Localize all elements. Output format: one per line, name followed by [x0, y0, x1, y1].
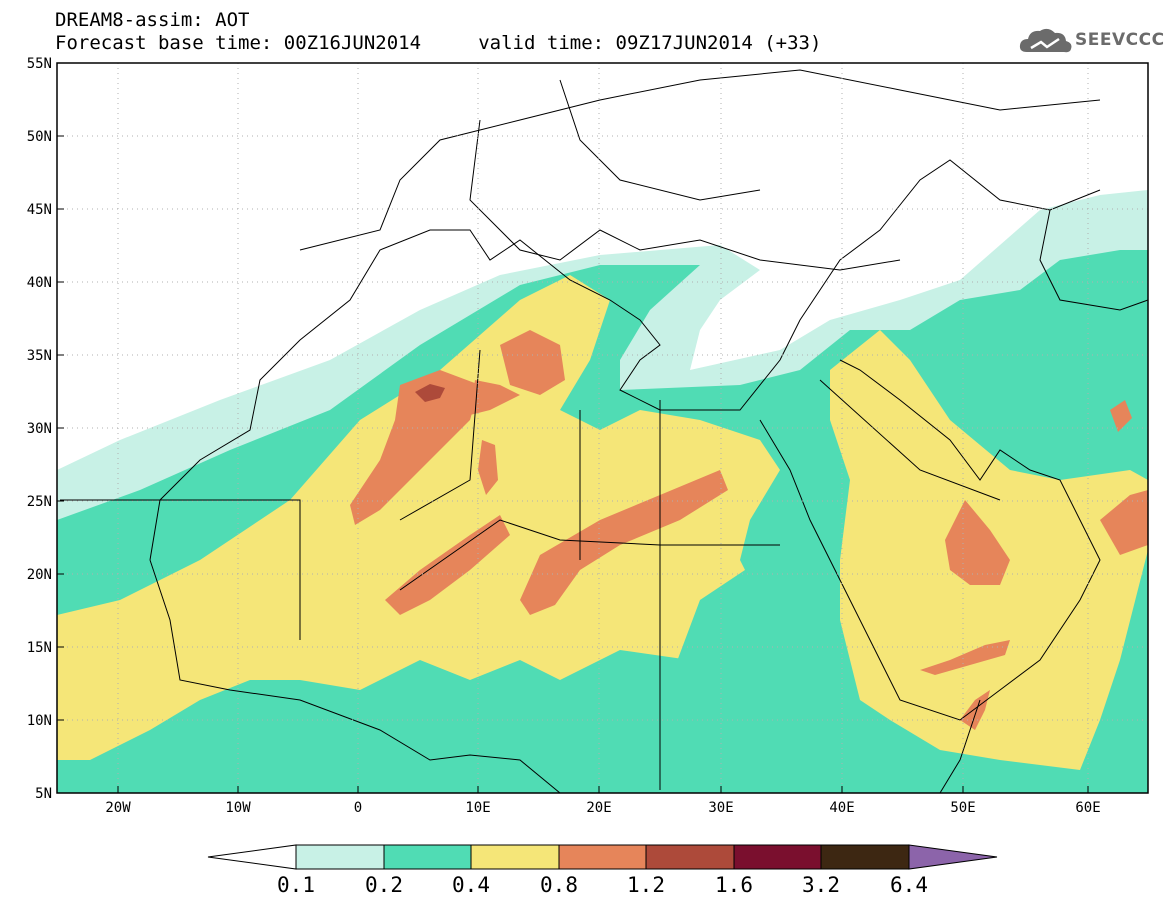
colorbar-level: 0.2: [365, 873, 403, 897]
lon-label: 20E: [586, 800, 611, 816]
lat-label: 55N: [27, 56, 52, 72]
lat-label: 20N: [27, 567, 52, 583]
lat-label: 50N: [27, 129, 52, 145]
cloud-logo-icon: [1019, 28, 1072, 53]
colorbar-labels: 0.1 0.2 0.4 0.8 1.2 1.6 3.2 6.4: [277, 873, 928, 897]
colorbar-under-triangle: [207, 844, 297, 870]
axis-ticks: [57, 62, 1089, 794]
colorbar-level: 1.6: [715, 873, 753, 897]
lat-label: 5N: [35, 786, 52, 802]
colorbar: [207, 844, 998, 870]
colorbar-over-triangle: [908, 844, 998, 870]
coastlines: [60, 69, 1148, 793]
lon-label: 40E: [829, 800, 854, 816]
lon-label: 20W: [105, 800, 131, 816]
lat-label: 15N: [27, 640, 52, 656]
seevccc-logo-text: SEEVCCC: [1075, 30, 1165, 50]
aot-shading: [57, 63, 1148, 793]
colorbar-swatch: [470, 844, 560, 870]
lon-label: 30E: [708, 800, 733, 816]
lat-label: 10N: [27, 713, 52, 729]
colorbar-swatch: [295, 844, 385, 870]
colorbar-level: 0.1: [277, 873, 315, 897]
colorbar-swatch: [820, 844, 910, 870]
lon-label: 10E: [465, 800, 490, 816]
colorbar-swatch: [383, 844, 472, 870]
lon-label: 50E: [950, 800, 975, 816]
aot-contour-1.2: [415, 384, 445, 402]
colorbar-swatch: [645, 844, 735, 870]
lat-label: 30N: [27, 421, 52, 437]
latitude-labels: 55N 50N 45N 40N 35N 30N 25N 20N 15N 10N …: [27, 56, 52, 802]
colorbar-level: 1.2: [627, 873, 665, 897]
colorbar-level: 3.2: [802, 873, 840, 897]
colorbar-level: 6.4: [890, 873, 928, 897]
lat-label: 35N: [27, 348, 52, 364]
lon-label: 10W: [225, 800, 251, 816]
colorbar-level: 0.4: [452, 873, 490, 897]
longitude-labels: 20W 10W 0 10E 20E 30E 40E 50E 60E: [105, 800, 1100, 816]
lat-label: 25N: [27, 494, 52, 510]
colorbar-swatch: [733, 844, 822, 870]
aot-contour-0.2-east-africa: [640, 560, 880, 793]
lon-label: 60E: [1075, 800, 1100, 816]
map-title: DREAM8-assim: AOT: [55, 9, 250, 31]
aot-contour-0.8: [350, 330, 1148, 730]
graticule: [57, 63, 1148, 793]
colorbar-level: 0.8: [540, 873, 578, 897]
forecast-time-label: Forecast base time: 00Z16JUN2014 valid t…: [55, 32, 822, 54]
lon-label: 0: [354, 800, 362, 816]
lat-label: 40N: [27, 275, 52, 291]
colorbar-swatch: [558, 844, 647, 870]
lat-label: 45N: [27, 202, 52, 218]
